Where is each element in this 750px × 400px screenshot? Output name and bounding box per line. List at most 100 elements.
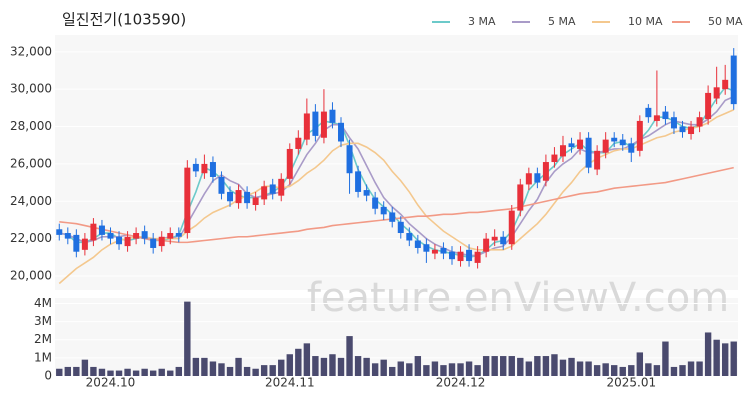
volume-bar bbox=[389, 366, 396, 376]
legend-label: 10 MA bbox=[628, 15, 663, 28]
candle-body bbox=[491, 236, 498, 241]
candle-body bbox=[619, 139, 626, 146]
candle-body bbox=[585, 137, 592, 168]
volume-bar bbox=[628, 365, 635, 376]
y-tick-label: 0 bbox=[44, 369, 52, 383]
candle-body bbox=[602, 139, 609, 153]
x-tick-label: 2025.01 bbox=[606, 376, 656, 390]
volume-bar bbox=[380, 359, 387, 376]
price-panel bbox=[55, 35, 738, 290]
candle-body bbox=[286, 148, 293, 179]
volume-bar bbox=[132, 370, 140, 376]
candle-body bbox=[636, 120, 643, 151]
y-tick-label: 26,000 bbox=[10, 156, 52, 170]
volume-bar bbox=[329, 354, 336, 376]
volume-bar bbox=[397, 361, 404, 376]
x-tick-label: 2024.11 bbox=[265, 376, 315, 390]
y-tick-label: 28,000 bbox=[10, 119, 52, 133]
volume-bar bbox=[218, 363, 225, 376]
y-tick-label: 24,000 bbox=[10, 194, 52, 208]
candle-body bbox=[303, 113, 310, 140]
volume-bar bbox=[551, 354, 558, 376]
volume-bar bbox=[201, 357, 208, 376]
volume-bar bbox=[713, 339, 720, 376]
candle-body bbox=[184, 167, 191, 234]
volume-bar bbox=[500, 356, 507, 376]
volume-bar bbox=[431, 361, 439, 376]
volume-bar bbox=[593, 365, 601, 376]
candle-body bbox=[594, 150, 601, 170]
volume-bar bbox=[278, 359, 285, 376]
watermark: feature.enViewV.com bbox=[307, 275, 729, 321]
candle-body bbox=[662, 111, 669, 120]
volume-bar bbox=[645, 363, 652, 376]
volume-bar bbox=[653, 365, 661, 376]
y-tick-label: 1M bbox=[34, 350, 52, 364]
candle-body bbox=[124, 236, 131, 247]
volume-bar bbox=[440, 365, 447, 376]
candle-body bbox=[414, 240, 421, 248]
candle-body bbox=[542, 162, 549, 181]
volume-bar bbox=[525, 361, 533, 376]
candle-body bbox=[73, 234, 80, 252]
volume-bar bbox=[295, 348, 302, 376]
candle-body bbox=[705, 92, 712, 120]
volume-bar bbox=[192, 357, 200, 376]
candle-body bbox=[508, 210, 515, 245]
volume-bar bbox=[337, 357, 345, 376]
volume-bar bbox=[542, 356, 550, 376]
y-tick-label: 22,000 bbox=[10, 231, 52, 245]
candle-body bbox=[457, 251, 464, 262]
candle-body bbox=[167, 233, 174, 239]
candle-body bbox=[679, 126, 686, 133]
candle-body bbox=[611, 137, 618, 142]
volume-bar bbox=[158, 368, 165, 376]
chart-title: 일진전기(103590) bbox=[62, 11, 186, 29]
candle-body bbox=[423, 244, 430, 252]
volume-bar bbox=[568, 357, 575, 376]
candle-body bbox=[269, 184, 276, 194]
candle-body bbox=[397, 221, 404, 234]
volume-bar bbox=[107, 370, 114, 376]
candle-body bbox=[261, 186, 268, 200]
volume-bar bbox=[696, 361, 703, 376]
candle-body bbox=[116, 236, 123, 245]
legend-label: 50 MA bbox=[708, 15, 743, 28]
volume-bar bbox=[141, 368, 148, 376]
volume-bar bbox=[406, 363, 413, 376]
candle-body bbox=[559, 145, 566, 157]
volume-bar bbox=[209, 361, 217, 376]
volume-bar bbox=[269, 365, 276, 376]
volume-panel bbox=[55, 298, 738, 376]
volume-bar bbox=[115, 370, 123, 376]
volume-bar bbox=[286, 354, 293, 376]
candle-body bbox=[474, 251, 481, 263]
volume-bar bbox=[167, 370, 174, 376]
candle-body bbox=[355, 171, 362, 192]
candle-body bbox=[90, 223, 97, 241]
candle-body bbox=[653, 115, 660, 121]
candle-body bbox=[218, 176, 225, 194]
volume-bar bbox=[252, 368, 259, 376]
candle-body bbox=[577, 139, 584, 149]
candle-body bbox=[320, 111, 327, 138]
candle-body bbox=[209, 162, 216, 177]
candle-body bbox=[346, 145, 353, 174]
ma-line bbox=[59, 166, 734, 244]
candle-body bbox=[713, 87, 720, 99]
candle-body bbox=[534, 173, 541, 183]
candle-body bbox=[628, 143, 635, 153]
volume-bar bbox=[414, 356, 422, 376]
candle-body bbox=[525, 173, 532, 185]
volume-bar bbox=[534, 356, 541, 376]
candle-body bbox=[278, 178, 285, 196]
volume-bar bbox=[704, 332, 712, 376]
candle-body bbox=[150, 238, 157, 248]
candle-body bbox=[141, 231, 148, 239]
legend-label: 5 MA bbox=[548, 15, 576, 28]
candle-body bbox=[730, 55, 737, 105]
y-tick-label: 3M bbox=[34, 314, 52, 328]
volume-bar bbox=[679, 365, 686, 376]
volume-bar bbox=[576, 361, 584, 376]
